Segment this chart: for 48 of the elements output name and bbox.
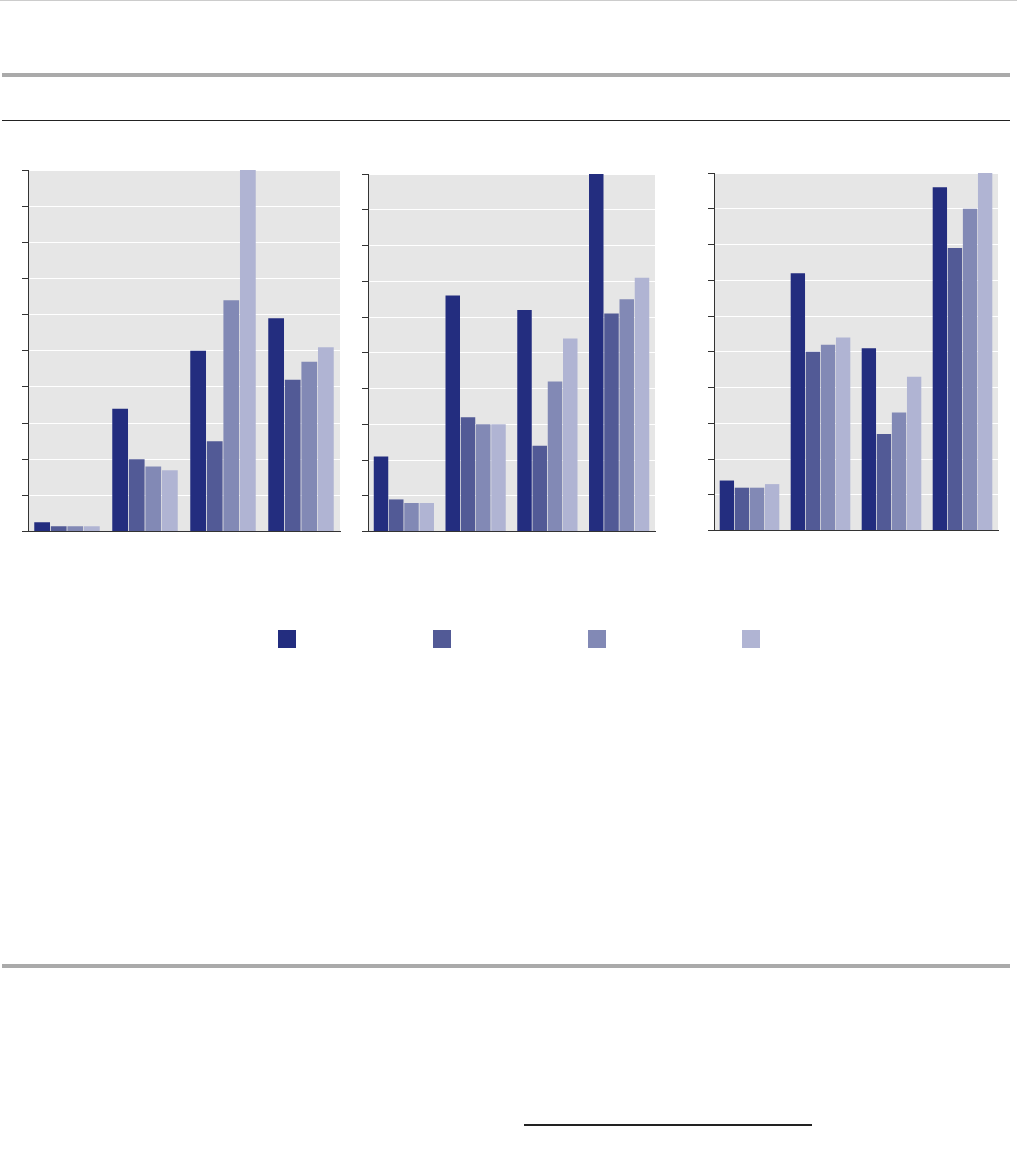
bar — [820, 344, 836, 531]
bar — [301, 361, 318, 532]
bar — [206, 441, 223, 532]
bar — [460, 417, 476, 532]
bar — [373, 456, 389, 532]
bar — [734, 487, 750, 531]
bar — [476, 424, 491, 532]
bar — [861, 348, 877, 531]
bar — [805, 351, 821, 531]
bar — [906, 376, 922, 531]
bar — [977, 173, 993, 531]
bar — [239, 170, 256, 532]
bar — [128, 459, 145, 532]
bar — [190, 350, 207, 532]
bar — [962, 208, 978, 531]
bar — [50, 526, 67, 532]
bar — [83, 526, 100, 532]
bar — [932, 187, 948, 531]
bar — [589, 174, 604, 532]
bar — [419, 502, 434, 532]
bar — [749, 487, 765, 531]
bar — [67, 526, 84, 532]
bar — [634, 277, 650, 532]
bar — [112, 408, 129, 532]
bar — [268, 318, 285, 532]
bar — [517, 309, 532, 532]
bar — [532, 445, 547, 532]
bar — [445, 295, 460, 532]
bar — [547, 381, 563, 532]
bar — [491, 424, 506, 532]
bar — [284, 379, 301, 532]
bar — [389, 499, 404, 532]
bar — [764, 484, 780, 531]
bar — [145, 466, 162, 532]
bar — [719, 480, 735, 531]
bar — [34, 522, 51, 532]
bar — [161, 470, 178, 532]
bar — [619, 299, 634, 532]
bar — [876, 434, 892, 531]
bar — [404, 502, 419, 532]
bar — [223, 300, 240, 532]
bar — [891, 412, 907, 531]
bar — [563, 338, 578, 532]
bar — [835, 337, 851, 531]
bar — [790, 273, 806, 531]
bar — [604, 313, 619, 532]
bar — [317, 347, 334, 532]
bar — [947, 248, 963, 531]
